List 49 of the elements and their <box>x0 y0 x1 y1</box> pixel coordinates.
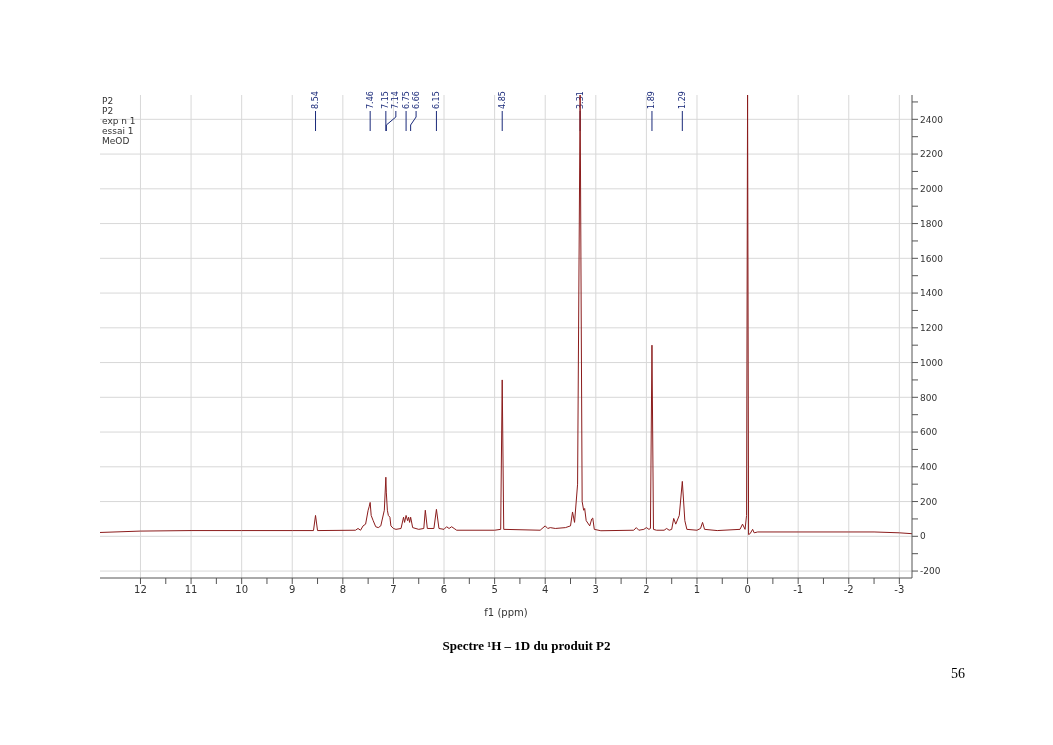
annotation: 6.15 <box>431 91 441 109</box>
y-tick-label: 800 <box>920 392 938 403</box>
x-tick-label: 4 <box>542 584 549 596</box>
x-tick-label: 7 <box>390 584 397 596</box>
annotation: 1.29 <box>677 91 687 109</box>
y-tick-label: 0 <box>920 531 926 542</box>
x-tick-label: 5 <box>491 584 498 596</box>
annotation: 6.75 <box>401 91 411 109</box>
text: 56 <box>950 666 966 682</box>
y-tick-label: 400 <box>920 462 938 472</box>
x-tick-label: 0 <box>744 584 751 596</box>
x-tick-label: -1 <box>793 584 804 596</box>
x-tick-label: -3 <box>894 584 905 596</box>
y-tick-label: 2000 <box>920 184 944 195</box>
x-tick-label: 1 <box>693 584 701 596</box>
y-tick-label: 1800 <box>920 218 944 229</box>
x-tick-label: 9 <box>289 584 296 596</box>
x-tick-label: 11 <box>184 584 198 596</box>
x-tick-label: 8 <box>339 584 347 596</box>
x-axis-title: f1 (ppm) <box>484 607 528 618</box>
annotation: 4.85 <box>497 91 507 109</box>
y-tick-label: -200 <box>920 566 941 577</box>
x-tick-label: 6 <box>440 584 448 596</box>
y-tick-label: 2200 <box>920 149 944 160</box>
y-tick-label: 1600 <box>920 253 944 264</box>
annotation: essai 1 <box>102 126 134 136</box>
y-tick-label: 200 <box>920 496 938 507</box>
x-tick-label: -2 <box>843 584 854 596</box>
y-tick-label: 2400 <box>920 114 944 125</box>
y-tick-label: 1400 <box>920 288 944 299</box>
y-tick-label: 1000 <box>920 357 944 368</box>
annotation: 3.31 <box>575 91 585 109</box>
annotation: P2 <box>102 96 114 106</box>
x-tick-label: 10 <box>235 584 249 596</box>
y-tick-label: 1200 <box>920 323 944 334</box>
x-tick-label: 3 <box>592 584 599 596</box>
annotation: 8.54 <box>311 91 321 109</box>
annotation: P2 <box>102 106 114 116</box>
annotation: 7.14 <box>391 91 401 109</box>
x-tick-label: 2 <box>643 584 650 596</box>
text: Spectre ¹H – 1D du produit P2 <box>441 638 612 654</box>
annotation: exp n 1 <box>102 116 136 126</box>
annotation: MeOD <box>102 136 130 146</box>
annotation: 7.46 <box>365 91 375 109</box>
annotation: 1.89 <box>647 91 657 109</box>
annotation: 7.15 <box>381 91 391 109</box>
y-tick-label: 600 <box>920 427 938 438</box>
annotation: 6.66 <box>411 91 421 109</box>
x-tick-label: 12 <box>134 584 147 596</box>
